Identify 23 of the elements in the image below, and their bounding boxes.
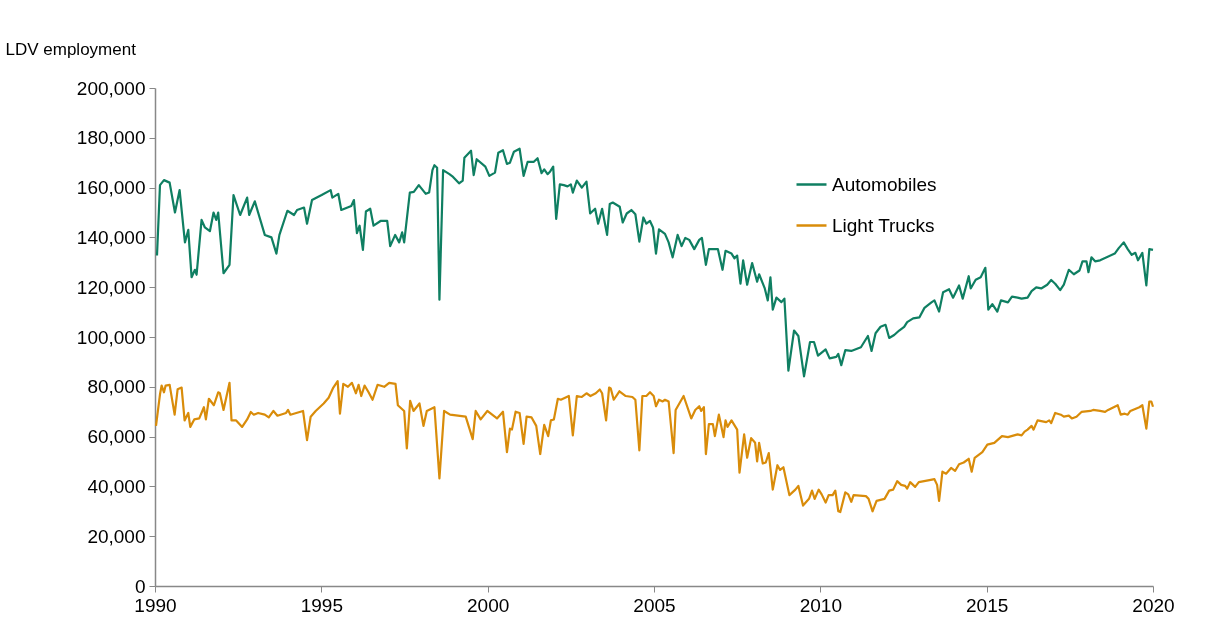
y-tick-label: 80,000 bbox=[87, 376, 146, 398]
y-tick-label: 160,000 bbox=[76, 177, 146, 199]
legend-label: Automobiles bbox=[832, 173, 937, 195]
legend-label: Light Trucks bbox=[832, 214, 935, 236]
x-tick-label: 2010 bbox=[799, 594, 842, 616]
x-tick-label: 1990 bbox=[134, 594, 177, 616]
y-tick-label: 40,000 bbox=[87, 475, 146, 497]
x-tick-label: 2020 bbox=[1132, 594, 1175, 616]
y-tick-label: 200,000 bbox=[76, 77, 146, 99]
y-tick-label: 180,000 bbox=[76, 127, 146, 149]
y-tick-label: 60,000 bbox=[87, 426, 146, 448]
y-tick-label: 20,000 bbox=[87, 525, 146, 547]
x-tick-label: 2015 bbox=[966, 594, 1009, 616]
line-series bbox=[154, 379, 1155, 514]
x-tick-label: 2005 bbox=[633, 594, 676, 616]
y-axis-title: LDV employment bbox=[5, 39, 137, 59]
x-tick-label: 2000 bbox=[467, 594, 510, 616]
x-tick-label: 1995 bbox=[300, 594, 343, 616]
y-tick-label: 100,000 bbox=[76, 326, 146, 348]
y-tick-label: 140,000 bbox=[76, 226, 146, 248]
y-tick-label: 120,000 bbox=[76, 276, 146, 298]
y-tick-label: 0 bbox=[134, 575, 146, 597]
line-series bbox=[155, 147, 1155, 378]
